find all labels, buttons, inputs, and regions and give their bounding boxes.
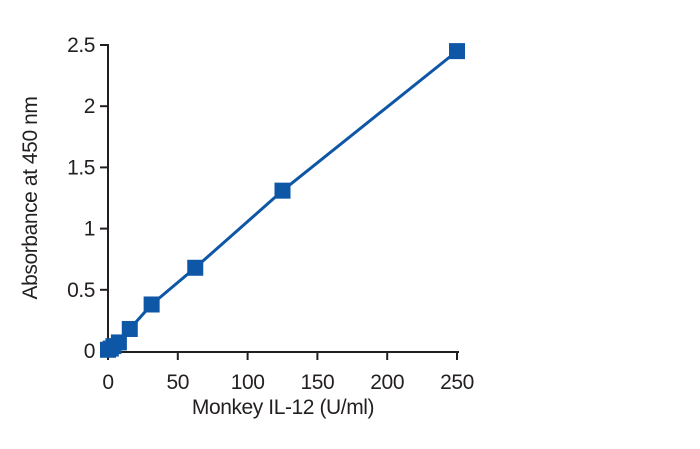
x-tick-label: 0	[102, 371, 113, 394]
y-axis-title: Absorbance at 450 nm	[19, 97, 42, 300]
data-point-marker	[449, 43, 465, 60]
x-axis-title: Monkey IL-12 (U/ml)	[192, 396, 374, 419]
data-point-marker	[110, 334, 127, 351]
y-tick-label: 0	[84, 340, 95, 363]
y-tick-label: 2.5	[67, 34, 95, 57]
x-tick-label: 200	[370, 371, 404, 394]
y-tick-label: 1	[84, 218, 95, 241]
x-tick-label: 250	[440, 371, 474, 394]
y-tick-label: 1.5	[67, 156, 95, 179]
y-tick-label: 2	[84, 95, 95, 118]
x-tick-label: 150	[301, 371, 335, 394]
data-point-marker	[187, 259, 204, 276]
data-point-marker	[143, 296, 160, 313]
x-tick-label: 50	[167, 371, 190, 394]
series-line	[107, 49, 458, 352]
y-tick-label: 0.5	[67, 279, 95, 302]
axes-group: 0 50 100 150 200 250 0 0.5 1 1.5 2 2.5	[67, 34, 474, 394]
x-tick-label: 100	[231, 371, 265, 394]
series-group	[100, 43, 465, 358]
data-point-marker	[274, 182, 291, 199]
data-point-marker	[121, 320, 138, 337]
